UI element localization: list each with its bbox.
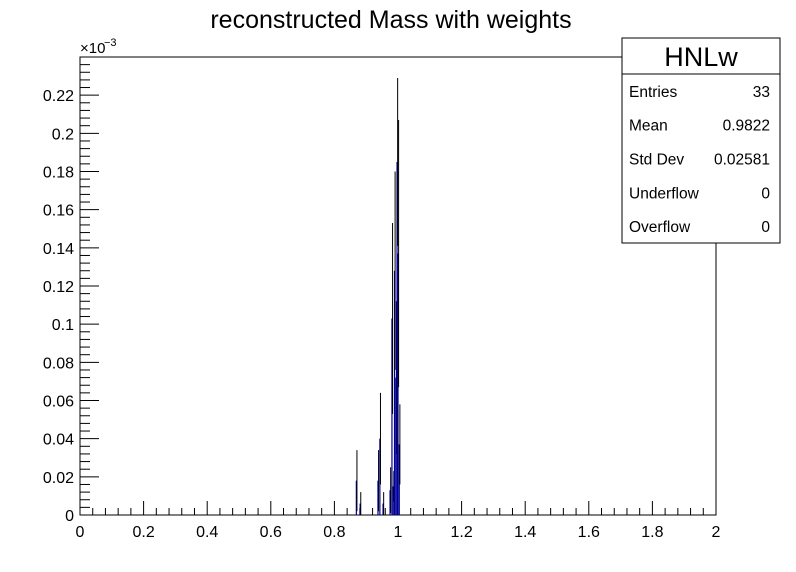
y-tick-label: 0.06 bbox=[43, 394, 74, 411]
x-tick-label: 0.8 bbox=[323, 524, 345, 541]
x-axis: 0 0.2 0.4 0.6 0.8 1 1.2 1.4 1.6 1.8 2 bbox=[76, 501, 721, 541]
histogram-bin bbox=[391, 223, 394, 515]
stats-row-value: 0.9822 bbox=[723, 118, 770, 135]
histogram-bin bbox=[396, 77, 399, 515]
y-exponent-label: ×10 −3 bbox=[80, 37, 117, 57]
histogram-bin bbox=[382, 492, 385, 515]
stats-box-title: HNLw bbox=[664, 42, 738, 72]
y-tick-label: 0.04 bbox=[43, 432, 74, 449]
stats-row-name: Std Dev bbox=[629, 152, 684, 169]
stats-row-name: Overflow bbox=[629, 219, 691, 236]
histogram-bin bbox=[377, 450, 380, 515]
histogram-bin bbox=[355, 450, 358, 515]
y-tick-label: 0 bbox=[65, 508, 74, 525]
y-exponent-base: ×10 bbox=[80, 40, 105, 57]
stats-row-value: 0 bbox=[761, 219, 770, 236]
y-tick-label: 0.14 bbox=[43, 241, 74, 258]
stats-box: HNLw Entries 33 Mean 0.9822 Std Dev 0.02581 Und… bbox=[621, 37, 781, 244]
histogram-bin bbox=[392, 471, 395, 515]
x-tick-label: 1.8 bbox=[641, 524, 663, 541]
histogram-bins bbox=[355, 77, 401, 515]
x-tick-label: 1.4 bbox=[514, 524, 536, 541]
stats-row-name: Underflow bbox=[629, 185, 700, 202]
stats-row-name: Entries bbox=[629, 84, 677, 101]
y-tick-label: 0.2 bbox=[52, 126, 74, 143]
stats-row-value: 0 bbox=[761, 185, 770, 202]
stats-row-value: 33 bbox=[753, 84, 770, 101]
x-tick-label: 0.6 bbox=[260, 524, 282, 541]
x-tick-label: 0.4 bbox=[196, 524, 218, 541]
histogram-bin bbox=[397, 119, 400, 515]
y-tick-label: 0.1 bbox=[52, 317, 74, 334]
x-tick-label: 0.2 bbox=[132, 524, 154, 541]
stats-box-border bbox=[621, 37, 781, 244]
y-axis: 0 0.02 0.04 0.06 0.08 0.1 0.12 0.14 0.16 0.18 0.2 0… bbox=[43, 56, 99, 525]
stats-row-value: 0.02581 bbox=[714, 152, 770, 169]
x-tick-label: 1.2 bbox=[450, 524, 472, 541]
x-tick-label: 2 bbox=[712, 524, 721, 541]
y-tick-label: 0.16 bbox=[43, 203, 74, 220]
histogram-bin bbox=[395, 301, 397, 515]
y-tick-label: 0.18 bbox=[43, 165, 74, 182]
x-tick-label: 0 bbox=[76, 524, 85, 541]
y-tick-label: 0.08 bbox=[43, 355, 74, 372]
x-tick-label: 1 bbox=[394, 524, 403, 541]
y-tick-label: 0.02 bbox=[43, 470, 74, 487]
stats-row-name: Mean bbox=[629, 118, 668, 135]
x-tick-label: 1.6 bbox=[578, 524, 600, 541]
y-tick-label: 0.22 bbox=[43, 88, 74, 105]
histogram-bin bbox=[379, 392, 381, 515]
y-exponent-power: −3 bbox=[104, 37, 117, 49]
y-tick-label: 0.12 bbox=[43, 279, 74, 296]
histogram-bin bbox=[393, 171, 396, 515]
histogram-bin bbox=[359, 492, 362, 515]
chart-title: reconstructed Mass with weights bbox=[210, 6, 571, 34]
histogram-bin bbox=[389, 467, 392, 515]
histogram-bin bbox=[398, 404, 401, 515]
